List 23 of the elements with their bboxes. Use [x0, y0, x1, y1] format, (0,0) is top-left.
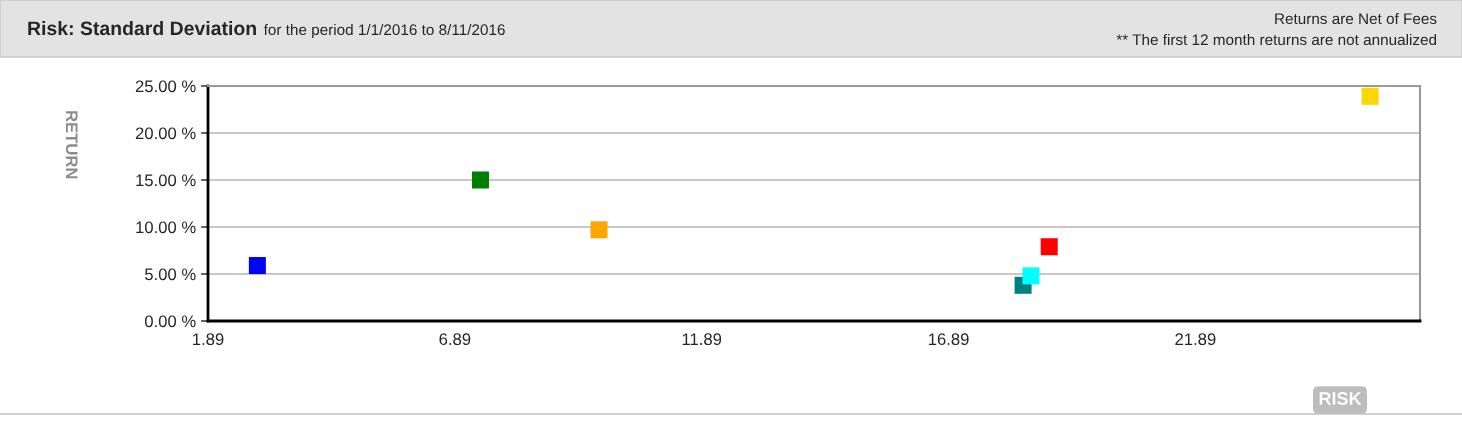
- y-tick-label: 10.00 %: [136, 221, 196, 234]
- x-tick-label: 6.89: [439, 333, 471, 346]
- y-tick-label: 0.00 %: [144, 315, 196, 328]
- chart-title: Risk: Standard Deviation: [28, 20, 256, 36]
- x-tick-label: 11.89: [682, 333, 722, 346]
- chart-subtitle: for the period 1/1/2016 to 8/11/2016: [263, 23, 505, 39]
- point: [590, 221, 608, 239]
- y-tick-label: 15.00 %: [136, 174, 196, 187]
- y-tick-label: 5.00 %: [144, 268, 196, 281]
- point: [1022, 267, 1040, 285]
- x-tick-label: 21.89: [1175, 333, 1216, 346]
- text: ** The first 12 month returns are not annualized: [1116, 33, 1437, 46]
- point: [1361, 87, 1379, 105]
- y-tick-label: 20.00 %: [135, 127, 196, 140]
- y-tick-label: 25.00 %: [135, 80, 196, 93]
- x-tick-label: 1.89: [193, 333, 224, 346]
- point: [472, 171, 490, 189]
- y-axis-title: RETURN: [65, 111, 78, 179]
- x-axis-title: RISK: [1319, 392, 1362, 405]
- x-tick-label: 16.89: [928, 333, 969, 346]
- point: [1040, 238, 1058, 256]
- text: Returns are Net of Fees: [1275, 12, 1437, 25]
- point: [248, 257, 266, 275]
